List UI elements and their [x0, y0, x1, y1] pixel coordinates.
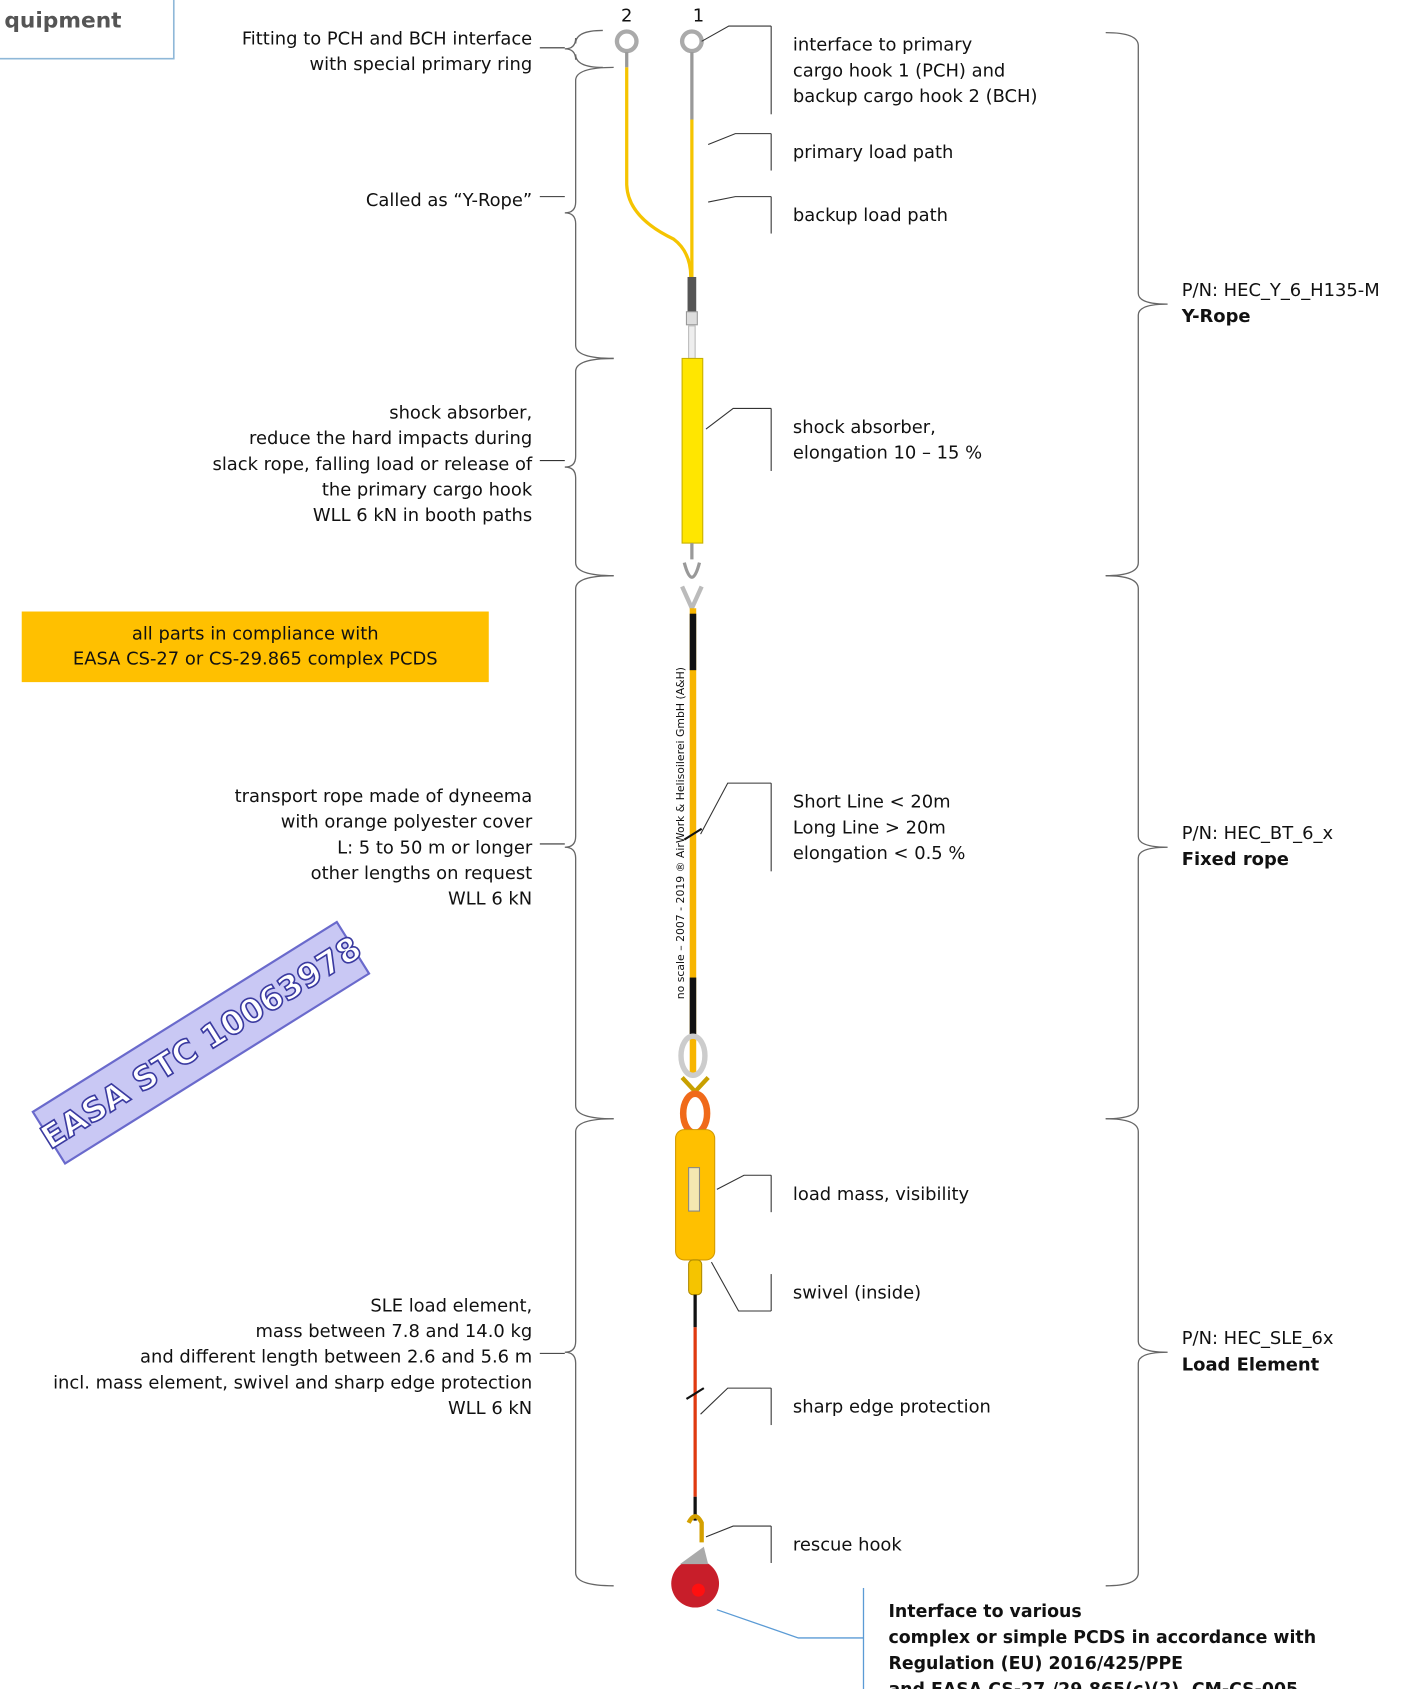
left-label: WLL 6 kN	[448, 889, 532, 910]
leader-line	[700, 1387, 772, 1415]
right-label: elongation < 0.5 %	[793, 843, 966, 864]
left-label: transport rope made of dyneema	[235, 786, 533, 807]
left-label: Fitting to PCH and BCH interface	[242, 28, 532, 49]
part-name: Y-Rope	[1181, 306, 1251, 327]
leader-line	[700, 782, 772, 835]
right-label: sharp edge protection	[793, 1397, 991, 1418]
left-label: WLL 6 kN in booth paths	[313, 505, 532, 526]
left-label: the primary cargo hook	[322, 480, 533, 501]
part-name: Load Element	[1182, 1354, 1320, 1375]
compliance-text: EASA CS-27 or CS-29.865 complex PCDS	[73, 648, 438, 669]
left-label: WLL 6 kN	[448, 1398, 532, 1419]
leader-line	[707, 133, 772, 145]
left-label: with orange polyester cover	[281, 812, 533, 833]
leader-line	[716, 1174, 772, 1190]
compliance-box	[21, 611, 489, 683]
right-label: Long Line > 20m	[793, 817, 946, 838]
left-label: shock absorber,	[389, 403, 532, 424]
bracket	[1105, 31, 1168, 577]
right-label: backup cargo hook 2 (BCH)	[793, 86, 1038, 107]
bracket	[564, 575, 614, 1120]
left-label: other lengths on request	[311, 863, 533, 884]
rope-assembly	[614, 29, 720, 1608]
leader-line	[708, 196, 772, 203]
right-label: elongation 10 – 15 %	[793, 443, 982, 464]
interface-note: complex or simple PCDS in accordance wit…	[888, 1628, 1316, 1648]
part-name: Fixed rope	[1182, 849, 1289, 870]
interface-note: Interface to various	[888, 1602, 1081, 1622]
left-label: L: 5 to 50 m or longer	[337, 837, 533, 858]
bracket	[564, 1118, 614, 1587]
header-frame	[0, 0, 175, 60]
compliance-text: all parts in compliance with	[132, 623, 379, 644]
left-label: and different length between 2.6 and 5.6…	[140, 1347, 532, 1368]
left-label: with special primary ring	[310, 54, 533, 75]
right-label: interface to primary	[793, 35, 973, 56]
copyright: no scale – 2007 - 2019 ® AirWork & Helis…	[674, 667, 687, 999]
right-label: load mass, visibility	[793, 1184, 970, 1205]
left-label: SLE load element,	[370, 1295, 532, 1316]
bracket	[564, 66, 614, 360]
header: quipment	[4, 9, 121, 34]
bracket	[564, 29, 603, 69]
part-number: P/N: HEC_Y_6_H135-M	[1182, 280, 1380, 301]
left-label: Called as “Y-Rope”	[366, 190, 532, 211]
note-connector	[716, 1609, 864, 1639]
right-label: primary load path	[793, 142, 953, 163]
hook-number: 2	[621, 5, 632, 26]
interface-note: and EASA CS-27./29.865(c)(2), CM-CS-005	[888, 1680, 1298, 1689]
bracket	[1105, 1118, 1168, 1587]
leader-line	[710, 1261, 772, 1312]
hook-number: 1	[693, 5, 704, 26]
leader-line	[705, 1525, 772, 1538]
leader-line	[701, 25, 772, 42]
leader-line	[705, 407, 772, 430]
right-label: Short Line < 20m	[793, 792, 951, 813]
right-label: backup load path	[793, 205, 948, 226]
right-label: shock absorber,	[793, 417, 936, 438]
left-label: mass between 7.8 and 14.0 kg	[255, 1321, 532, 1342]
stamp-text: EASA STC 10063978	[34, 929, 368, 1157]
bracket	[1105, 575, 1168, 1120]
right-label: rescue hook	[793, 1535, 902, 1556]
stamp: EASA STC 10063978	[31, 920, 371, 1165]
interface-note: Regulation (EU) 2016/425/PPE	[888, 1654, 1183, 1674]
right-label: cargo hook 1 (PCH) and	[793, 60, 1005, 81]
left-label: slack rope, falling load or release of	[213, 454, 533, 475]
right-label: swivel (inside)	[793, 1283, 921, 1304]
bracket	[564, 357, 614, 577]
left-label: reduce the hard impacts during	[249, 428, 532, 449]
left-label: incl. mass element, swivel and sharp edg…	[53, 1372, 532, 1393]
part-number: P/N: HEC_BT_6_x	[1182, 823, 1334, 844]
part-number: P/N: HEC_SLE_6x	[1182, 1328, 1334, 1349]
